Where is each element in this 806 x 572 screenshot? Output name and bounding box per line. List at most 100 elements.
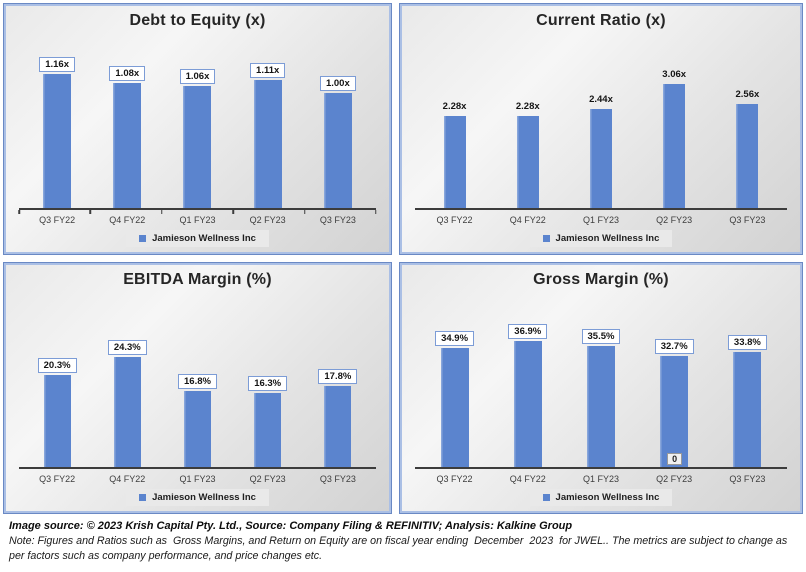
data-label: 16.3% bbox=[248, 376, 288, 391]
axis-tick bbox=[18, 210, 20, 214]
x-axis-labels: Q3 FY22 Q4 FY22 Q1 FY23 Q2 FY23 Q3 FY23 bbox=[412, 215, 790, 225]
bar bbox=[254, 393, 282, 467]
bar bbox=[440, 348, 469, 467]
category-label: Q4 FY22 bbox=[509, 215, 546, 225]
footer-note: Note: Figures and Ratios such as Gross M… bbox=[9, 535, 791, 562]
bar-slot: 2.28x bbox=[491, 101, 564, 208]
category-label: Q3 FY23 bbox=[319, 215, 356, 225]
bar-slot: 2.44x bbox=[564, 94, 637, 208]
chart-panel-debt-to-equity: Debt to Equity (x) 1.16x 1.08x 1.06x 1.11x 1… bbox=[3, 3, 392, 255]
category-label: Q3 FY22 bbox=[39, 215, 76, 225]
axis-tick bbox=[89, 210, 92, 214]
bar bbox=[736, 104, 759, 208]
category-label: Q3 FY23 bbox=[729, 215, 766, 225]
bar-slot: 35.5% bbox=[564, 329, 637, 467]
legend-marker-icon bbox=[139, 494, 147, 501]
data-label: 1.11x bbox=[250, 63, 286, 78]
category-label: Q1 FY23 bbox=[582, 474, 619, 484]
bar bbox=[43, 375, 71, 467]
bar-slot: 1.11x bbox=[233, 63, 303, 208]
data-label: 32.7% bbox=[654, 339, 694, 354]
plot-area: 1.16x 1.08x 1.06x 1.11x 1.00x bbox=[16, 30, 379, 208]
legend-marker-icon bbox=[139, 235, 147, 242]
bar bbox=[516, 116, 539, 208]
bar-slot: 1.08x bbox=[92, 66, 162, 208]
x-axis bbox=[18, 208, 377, 214]
data-label: 33.8% bbox=[727, 335, 767, 350]
data-label: 2.56x bbox=[735, 89, 760, 100]
chart-title: Current Ratio (x) bbox=[536, 12, 666, 29]
legend: Jamieson Wellness Inc bbox=[529, 230, 673, 247]
data-label: 34.9% bbox=[435, 331, 475, 346]
category-label: Q1 FY23 bbox=[179, 474, 216, 484]
legend-row: Jamieson Wellness Inc bbox=[16, 489, 379, 506]
bar bbox=[113, 357, 141, 467]
legend-label: Jamieson Wellness Inc bbox=[555, 233, 660, 244]
legend-marker-icon bbox=[542, 494, 550, 501]
chart-title: Gross Margin (%) bbox=[533, 271, 669, 288]
stray-zero-label: 0 bbox=[667, 453, 683, 465]
data-label: 1.00x bbox=[319, 76, 356, 91]
data-label: 16.8% bbox=[178, 374, 217, 389]
legend: Jamieson Wellness Inc bbox=[126, 489, 269, 506]
data-label: 35.5% bbox=[581, 329, 621, 344]
category-label: Q1 FY23 bbox=[179, 215, 216, 225]
x-axis-labels: Q3 FY22 Q4 FY22 Q1 FY23 Q2 FY23 Q3 FY23 bbox=[16, 474, 379, 484]
bar bbox=[513, 341, 542, 467]
bar-slot: 16.3% bbox=[233, 376, 303, 467]
bar bbox=[183, 391, 211, 467]
bar-slot: 1.16x bbox=[22, 57, 92, 208]
data-label: 20.3% bbox=[37, 358, 77, 373]
legend: Jamieson Wellness Inc bbox=[126, 230, 269, 247]
bar bbox=[733, 352, 762, 467]
legend-row: Jamieson Wellness Inc bbox=[412, 230, 790, 247]
bar bbox=[660, 356, 689, 467]
category-label: Q4 FY22 bbox=[109, 215, 146, 225]
legend-label: Jamieson Wellness Inc bbox=[152, 492, 256, 503]
chart-panel-current-ratio: Current Ratio (x) 2.28x 2.28x 2.44x 3.06x 2.… bbox=[398, 3, 803, 255]
axis-tick bbox=[232, 210, 234, 214]
x-axis-labels: Q3 FY22 Q4 FY22 Q1 FY23 Q2 FY23 Q3 FY23 bbox=[16, 215, 379, 225]
data-label: 3.06x bbox=[662, 69, 687, 80]
footer: Image source: © 2023 Krish Capital Pty. … bbox=[3, 514, 803, 564]
x-axis bbox=[414, 467, 787, 473]
data-label: 24.3% bbox=[107, 340, 147, 355]
data-label: 2.44x bbox=[589, 94, 613, 105]
legend-marker-icon bbox=[542, 235, 550, 242]
data-label: 1.08x bbox=[109, 66, 146, 81]
charts-grid: Debt to Equity (x) 1.16x 1.08x 1.06x 1.11x 1… bbox=[3, 3, 803, 514]
category-label: Q2 FY23 bbox=[656, 215, 693, 225]
category-label: Q3 FY23 bbox=[729, 474, 766, 484]
category-label: Q3 FY22 bbox=[436, 215, 473, 225]
data-label: 17.8% bbox=[318, 369, 358, 384]
category-label: Q2 FY23 bbox=[249, 474, 286, 484]
category-label: Q2 FY23 bbox=[249, 215, 286, 225]
data-label: 2.28x bbox=[515, 101, 540, 112]
bar-slot: 17.8% bbox=[303, 369, 373, 467]
legend-row: Jamieson Wellness Inc bbox=[412, 489, 790, 506]
legend-row: Jamieson Wellness Inc bbox=[16, 230, 379, 247]
bar bbox=[324, 386, 352, 467]
category-label: Q1 FY23 bbox=[582, 215, 619, 225]
bar-slot: 33.8% bbox=[711, 335, 784, 467]
bar-slot: 36.9% bbox=[491, 324, 564, 467]
chart-title: EBITDA Margin (%) bbox=[123, 271, 272, 288]
legend-label: Jamieson Wellness Inc bbox=[152, 233, 256, 244]
data-label: 1.06x bbox=[179, 69, 216, 84]
bar bbox=[323, 93, 352, 208]
plot-area: 20.3% 24.3% 16.8% 16.3% 17.8% bbox=[16, 289, 379, 467]
axis-tick bbox=[303, 210, 306, 214]
chart-panel-ebitda-margin: EBITDA Margin (%) 20.3% 24.3% 16.8% 16.3% 17… bbox=[3, 262, 392, 514]
data-label: 1.16x bbox=[39, 57, 75, 72]
bar-slot: 34.9% bbox=[418, 331, 491, 467]
category-label: Q2 FY23 bbox=[656, 474, 693, 484]
chart-title: Debt to Equity (x) bbox=[129, 12, 266, 29]
bar-slot: 3.06x bbox=[638, 69, 711, 208]
x-axis bbox=[19, 467, 376, 473]
x-axis-labels: Q3 FY22 Q4 FY22 Q1 FY23 Q2 FY23 Q3 FY23 bbox=[412, 474, 790, 484]
bar-slot: 1.06x bbox=[162, 69, 232, 208]
bar-slot: 20.3% bbox=[22, 358, 92, 467]
chart-panel-gross-margin: Gross Margin (%) 34.9% 36.9% 35.5% 32.7% 33.… bbox=[398, 262, 803, 514]
category-label: Q4 FY22 bbox=[109, 474, 146, 484]
